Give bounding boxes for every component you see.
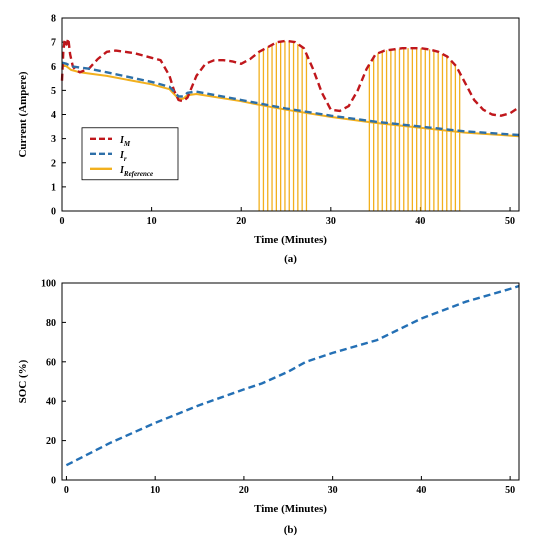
chart-a-series xyxy=(60,37,520,211)
y-tick-label: 80 xyxy=(46,318,56,329)
x-tick-label: 20 xyxy=(236,216,246,227)
x-tick-label: 40 xyxy=(415,216,425,227)
y-tick-label: 0 xyxy=(51,207,56,218)
chart-b-series xyxy=(65,284,520,467)
chart-a-y-axis-label: Current (Ampere) xyxy=(17,71,29,157)
y-tick-label: 2 xyxy=(51,158,56,169)
chart-a: 0 10 20 30 40 50 0 1 2 3 4 5 6 7 8 IM Ir IReference Time… xyxy=(17,14,520,265)
x-tick-label: 0 xyxy=(64,485,69,496)
y-tick-label: 7 xyxy=(51,38,56,49)
chart-a-legend: IM Ir IReference xyxy=(81,127,179,181)
y-tick-label: 1 xyxy=(51,182,56,193)
x-tick-label: 10 xyxy=(147,216,157,227)
y-tick-label: 0 xyxy=(51,476,56,487)
x-tick-label: 30 xyxy=(326,216,336,227)
chart-a-x-axis-label: Time (Minutes) xyxy=(254,234,327,246)
series-i-m-line xyxy=(60,37,520,117)
x-tick-label: 40 xyxy=(416,485,426,496)
legend-box xyxy=(81,127,179,181)
chart-b-x-axis-label: Time (Minutes) xyxy=(254,503,327,515)
chart-a-ticks: 0 10 20 30 40 50 0 1 2 3 4 5 6 7 8 xyxy=(51,14,515,228)
chart-b-plot-frame xyxy=(61,282,520,481)
legend-entry: Ir xyxy=(119,150,127,163)
y-tick-label: 20 xyxy=(46,436,56,447)
y-tick-label: 5 xyxy=(51,86,56,97)
legend-entry: IM xyxy=(119,135,131,148)
x-tick-label: 50 xyxy=(505,216,515,227)
chart-a-caption: (a) xyxy=(284,253,297,265)
y-tick-label: 40 xyxy=(46,397,56,408)
chart-b-caption: (b) xyxy=(284,524,298,536)
legend-entry: IReference xyxy=(119,165,153,178)
y-tick-label: 100 xyxy=(41,279,56,290)
x-tick-label: 0 xyxy=(60,216,65,227)
chart-a-plot-frame xyxy=(61,17,520,212)
series-i-r-line xyxy=(61,61,520,137)
y-tick-label: 3 xyxy=(51,134,56,145)
chart-b: 0 10 20 30 40 50 0 20 40 60 80 100 Time (Minutes) S… xyxy=(17,279,520,536)
chart-b-y-axis-label: SOC (%) xyxy=(17,359,29,403)
y-tick-label: 6 xyxy=(51,62,56,73)
x-tick-label: 20 xyxy=(239,485,249,496)
x-tick-label: 30 xyxy=(328,485,338,496)
y-tick-label: 60 xyxy=(46,357,56,368)
x-tick-label: 10 xyxy=(150,485,160,496)
x-tick-label: 50 xyxy=(505,485,515,496)
chart-b-ticks: 0 10 20 30 40 50 0 20 40 60 80 100 xyxy=(41,279,515,497)
y-tick-label: 4 xyxy=(51,110,56,121)
series-soc-line xyxy=(65,284,520,467)
y-tick-label: 8 xyxy=(51,14,56,25)
